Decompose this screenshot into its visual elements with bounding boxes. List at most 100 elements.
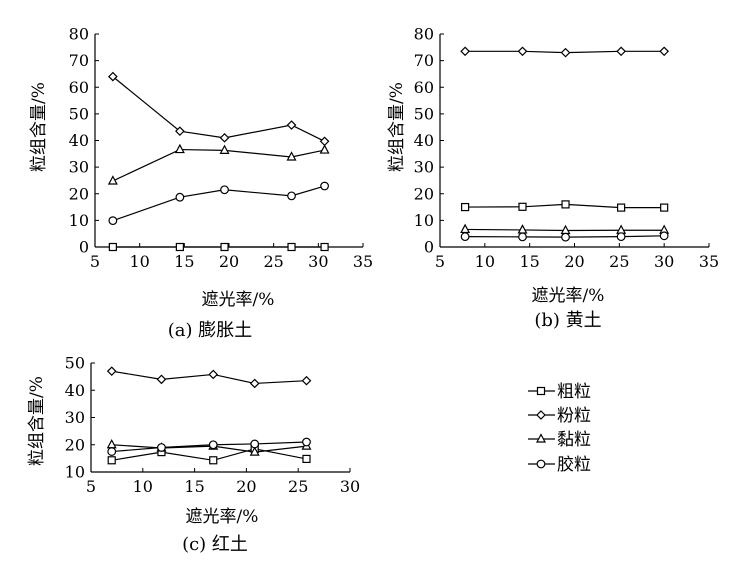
- chart-c-series-line-coarse: [111, 448, 307, 461]
- chart-b-point-silt: [560, 47, 571, 58]
- chart-a-point-coarse: [220, 242, 229, 252]
- chart-a-series-line-colloid: [112, 185, 325, 222]
- chart-a-point-colloid: [108, 216, 118, 226]
- chart-b-point-silt: [616, 46, 626, 57]
- legend: 粗粒 粉粒 黏粒 胶粒: [528, 382, 591, 475]
- chart-b-y-tick-label: 70: [414, 51, 434, 70]
- legend-label-colloid: 胶粒: [557, 455, 591, 475]
- chart-c-point-coarse: [209, 456, 218, 465]
- chart-c-point-silt: [156, 374, 167, 385]
- chart-a-point-coarse: [320, 242, 329, 252]
- legend-circle-marker: [536, 459, 546, 469]
- legend-item-colloid: 胶粒: [528, 455, 591, 475]
- chart-c-y-tick-label: 10: [65, 463, 85, 482]
- chart-c-point-silt: [301, 375, 312, 386]
- legend-label-clay: 黏粒: [557, 430, 591, 450]
- legend-marker-colloid: [536, 459, 546, 469]
- chart-a-x-tick-label: 30: [308, 252, 328, 271]
- chart-b-y-tick-label: 80: [414, 25, 434, 44]
- chart-a-point-clay: [286, 151, 297, 161]
- legend-square-marker: [536, 386, 546, 396]
- chart-b-x-tick-label: 15: [519, 252, 539, 271]
- chart-a-point-colloid: [220, 185, 229, 195]
- chart-c-y-tick-label: 40: [65, 381, 85, 400]
- legend-item-coarse: 粗粒: [528, 382, 591, 402]
- chart-b-x-tick-label: 30: [654, 252, 674, 271]
- chart-a-point-colloid: [175, 192, 185, 202]
- chart-b-point-silt: [460, 46, 470, 57]
- chart-b-x-tick-label: 20: [564, 252, 584, 271]
- chart-b-x-tick-label: 25: [609, 252, 629, 271]
- chart-c-point-colloid: [107, 447, 117, 456]
- chart-b-y-tick-label: 50: [414, 104, 434, 123]
- legend-marker-silt: [536, 410, 546, 420]
- chart-a-x-tick-label: 15: [174, 252, 194, 271]
- chart-c-x-tick-label: 5: [86, 477, 96, 496]
- chart-c-xlabel: 遮光率/%: [186, 507, 259, 527]
- chart-a-point-silt: [286, 120, 297, 130]
- chart-c-x-tick-label: 25: [288, 477, 308, 496]
- chart-a-x-tick-label: 25: [263, 252, 283, 271]
- chart-b-caption: (b) 黄土: [534, 310, 601, 331]
- chart-c-point-coarse: [302, 454, 311, 464]
- chart-b-point-clay: [460, 223, 471, 234]
- chart-a-point-coarse: [175, 242, 184, 252]
- chart-c-point-clay: [106, 438, 117, 449]
- chart-c-point-coarse: [107, 456, 116, 465]
- legend-label-coarse: 粗粒: [557, 382, 591, 402]
- chart-b-point-clay: [560, 224, 571, 235]
- chart-a-point-silt: [175, 126, 185, 137]
- chart-c-point-silt: [249, 378, 260, 389]
- chart-b-point-clay: [517, 224, 528, 234]
- chart-b-y-tick-label: 10: [414, 211, 434, 230]
- legend-marker-coarse: [536, 386, 546, 396]
- chart-a-swelling-soil: (a) 膨胀土 遮光率/% 粒组含量/% 0 10 20 30 40 50 60 70 80 5 1…: [29, 25, 373, 342]
- chart-b-y-tick-label: 40: [414, 131, 434, 150]
- chart-c-x-tick-label: 30: [340, 477, 360, 496]
- chart-a-point-coarse: [108, 242, 117, 252]
- chart-c-x-tick-label: 20: [236, 477, 256, 496]
- chart-c-point-silt: [106, 366, 117, 377]
- chart-b-point-silt: [659, 46, 670, 57]
- chart-b-x-tick-label: 35: [699, 252, 719, 271]
- chart-b-y-tick-label: 60: [414, 78, 434, 97]
- chart-b-x-tick-label: 5: [435, 252, 445, 271]
- legend-item-clay: 黏粒: [528, 430, 591, 450]
- chart-a-xlabel: 遮光率/%: [202, 290, 275, 310]
- chart-a-point-colloid: [320, 181, 329, 191]
- chart-b-point-colloid: [616, 232, 626, 242]
- chart-b-point-colloid: [561, 232, 570, 242]
- chart-a-y-tick-label: 60: [69, 78, 89, 97]
- chart-c-point-colloid: [157, 443, 166, 452]
- chart-c-y-tick-label: 20: [65, 435, 85, 454]
- chart-b-y-tick-label: 0: [424, 238, 434, 257]
- chart-c-point-silt: [208, 369, 219, 380]
- chart-b-point-coarse: [561, 200, 570, 209]
- chart-a-point-clay: [174, 143, 185, 154]
- legend-marker-clay: [536, 433, 546, 443]
- chart-b-y-tick-label: 30: [414, 158, 434, 177]
- chart-a-y-tick-label: 10: [69, 211, 89, 230]
- chart-a-ylabel: 粒组含量/%: [29, 82, 49, 172]
- chart-b-xlabel: 遮光率/%: [532, 286, 605, 306]
- legend-label-silt: 粉粒: [557, 406, 591, 426]
- chart-b-point-silt: [517, 46, 528, 57]
- chart-a-point-colloid: [287, 191, 296, 201]
- chart-a-x-tick-label: 5: [90, 252, 100, 271]
- chart-a-x-tick-label: 35: [353, 252, 373, 271]
- chart-b-point-colloid: [659, 231, 669, 241]
- chart-a-point-silt: [319, 136, 330, 147]
- chart-b-point-coarse: [660, 203, 669, 212]
- chart-c-x-tick-label: 15: [184, 477, 204, 496]
- chart-c-series-line-silt: [111, 370, 307, 385]
- chart-a-y-tick-label: 20: [69, 184, 89, 203]
- chart-a-point-silt: [108, 71, 118, 82]
- chart-b-point-clay: [616, 224, 627, 234]
- chart-b-ylabel: 粒组含量/%: [387, 82, 407, 172]
- chart-a-x-tick-label: 20: [219, 252, 239, 271]
- chart-a-series-line-silt: [112, 76, 325, 142]
- chart-a-y-tick-label: 30: [69, 158, 89, 177]
- legend-triangle-marker: [536, 433, 546, 443]
